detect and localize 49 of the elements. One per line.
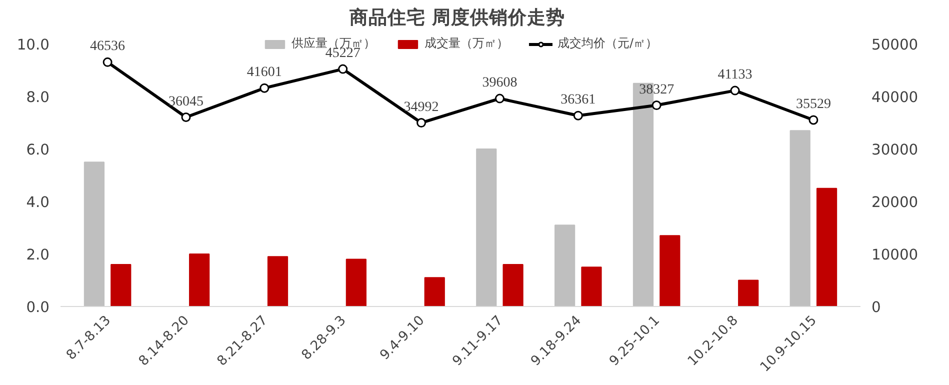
data-label: 45227 [325, 46, 360, 62]
data-label: 41133 [718, 68, 752, 83]
bar [581, 266, 602, 306]
y2-tick-label: 0 [872, 299, 881, 316]
y2-tick-label: 40000 [872, 89, 918, 106]
chart-title: 商品住宅 周度供销价走势 [348, 6, 566, 28]
y2-tick-label: 50000 [872, 36, 918, 54]
bar [267, 256, 288, 306]
bar [189, 254, 210, 306]
data-label: 36045 [168, 94, 204, 110]
bar [738, 280, 759, 306]
data-label: 34992 [404, 100, 439, 115]
bar [84, 162, 105, 306]
bar [816, 188, 838, 306]
y2-tick-label: 10000 [872, 246, 918, 264]
data-label: 36361 [560, 92, 596, 108]
y2-tick-label: 20000 [872, 194, 918, 211]
point [102, 57, 112, 67]
y-tick-label: 10.0 [16, 36, 50, 54]
point [573, 110, 583, 120]
bar [346, 258, 366, 306]
y-tick-label: 8.0 [26, 89, 50, 106]
bar [424, 277, 445, 306]
bar [554, 224, 576, 306]
bar [110, 264, 132, 306]
data-label: 38327 [639, 82, 674, 98]
bar [790, 130, 810, 306]
legend-label: 成交均价（元/㎡） [557, 35, 658, 52]
y-tick-label: 0.0 [26, 299, 50, 316]
point [181, 112, 191, 122]
y-tick-label: 6.0 [26, 142, 50, 158]
point [494, 94, 504, 104]
legend-label: 成交量（万㎡） [424, 35, 508, 52]
point [808, 115, 818, 125]
point [416, 118, 426, 128]
bar [502, 264, 524, 306]
bar [660, 235, 680, 306]
y2-tick-label: 30000 [872, 142, 918, 158]
data-label: 35529 [796, 96, 831, 112]
bar [476, 148, 497, 306]
point [260, 83, 270, 93]
data-label: 41601 [246, 65, 282, 80]
point [730, 86, 740, 96]
data-label: 46536 [90, 39, 126, 54]
data-label: 39608 [482, 76, 518, 91]
y-tick-label: 2.0 [26, 246, 50, 264]
y-tick-label: 4.0 [26, 194, 50, 211]
point [652, 100, 662, 110]
point [338, 64, 348, 74]
